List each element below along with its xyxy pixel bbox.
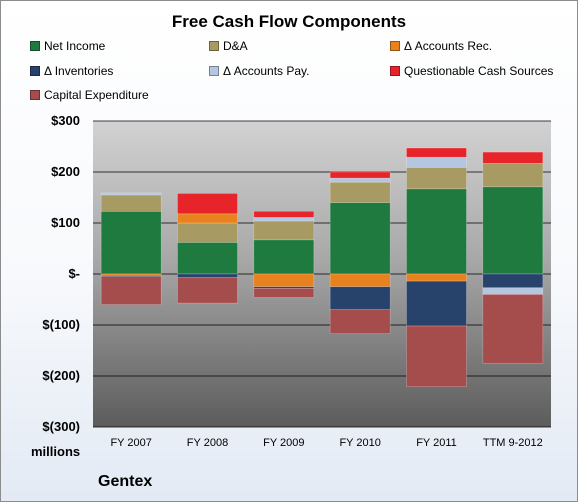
company-name: Gentex <box>98 473 153 490</box>
bar-segment <box>253 210 315 218</box>
bar-segment <box>329 273 391 288</box>
legend-label: Questionable Cash Sources <box>404 64 554 78</box>
y-tick-label: $(300) <box>42 419 80 434</box>
y-tick-label: $100 <box>51 215 80 230</box>
bar-segment <box>482 151 544 164</box>
legend-label: Capital Expenditure <box>44 88 149 102</box>
bar-segment <box>177 242 238 275</box>
x-tick-label: FY 2009 <box>263 437 305 449</box>
x-tick-label: FY 2011 <box>416 437 457 449</box>
unit-label: millions <box>31 444 81 459</box>
bar-segment <box>253 217 315 222</box>
bar-segment <box>482 163 544 188</box>
legend-swatch <box>209 66 219 76</box>
bar-segment <box>253 239 315 275</box>
x-tick-label: FY 2008 <box>186 437 229 449</box>
bar-segment <box>177 277 238 304</box>
bar-segment <box>177 273 238 278</box>
legend-item: Net Income <box>30 39 105 53</box>
bar-segment <box>100 276 162 305</box>
chart-title: Free Cash Flow Components <box>171 12 407 31</box>
bar-segment <box>406 147 467 158</box>
bar-segment <box>253 273 315 288</box>
legend-item: Questionable Cash Sources <box>390 64 553 78</box>
bar-segment <box>406 273 467 282</box>
bar-segment <box>177 222 238 243</box>
x-tick-label: FY 2007 <box>110 437 152 449</box>
legend-swatch <box>390 41 400 51</box>
legend-item: Δ Accounts Pay. <box>209 64 310 78</box>
bar-segment <box>329 286 391 311</box>
bar-segment <box>177 213 238 224</box>
y-tick-label: $200 <box>51 164 80 179</box>
y-tick-label: $(100) <box>42 317 80 332</box>
y-tick-label: $(200) <box>42 368 80 383</box>
bar-segment <box>253 287 315 298</box>
bar-segment <box>329 171 391 179</box>
legend-swatch <box>390 66 400 76</box>
bar-segment <box>100 194 162 212</box>
legend-label: Δ Accounts Rec. <box>404 39 493 53</box>
legend-swatch <box>30 66 40 76</box>
bar-segment <box>406 167 467 190</box>
legend-item: Δ Accounts Rec. <box>390 39 492 53</box>
x-tick-label: TTM 9-2012 <box>482 437 543 449</box>
bar-segment <box>406 280 467 327</box>
bar-segment <box>329 181 391 203</box>
bar-segment <box>482 273 544 289</box>
legend-item: Δ Inventories <box>30 64 113 78</box>
legend-swatch <box>30 41 40 51</box>
bar-segment <box>482 287 544 295</box>
legend-item: Capital Expenditure <box>30 88 149 102</box>
legend-item: D&A <box>209 39 248 53</box>
bar-segment <box>329 177 391 183</box>
bar-segment <box>329 309 391 334</box>
bar-segment <box>406 188 467 275</box>
y-tick-label: $- <box>68 266 80 281</box>
y-tick-label: $300 <box>51 113 80 128</box>
bar-segment <box>406 156 467 168</box>
legend-swatch <box>209 41 219 51</box>
x-tick-label: FY 2010 <box>339 437 381 449</box>
bar-segment <box>482 294 544 364</box>
bar-segment <box>177 193 238 215</box>
legend-label: Δ Inventories <box>44 64 114 78</box>
legend-swatch <box>30 90 40 100</box>
legend-label: Net Income <box>44 39 106 53</box>
bar-segment <box>482 186 544 275</box>
legend-label: Δ Accounts Pay. <box>223 64 310 78</box>
bar-segment <box>406 325 467 388</box>
legend-label: D&A <box>223 39 248 53</box>
bar-segment <box>329 202 391 275</box>
bar-segment <box>253 220 315 241</box>
bar-segment <box>100 192 162 196</box>
bar-segment <box>100 210 162 275</box>
